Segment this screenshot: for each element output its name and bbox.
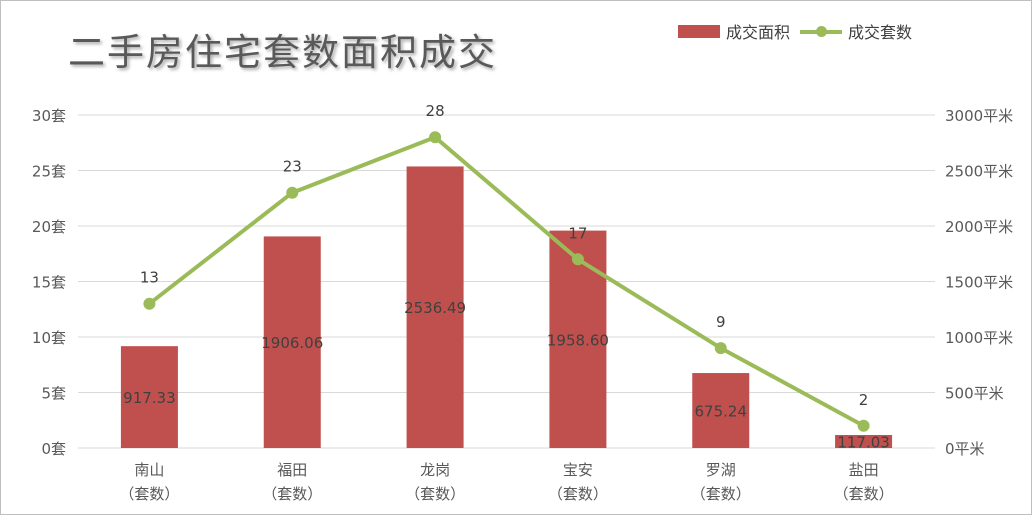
legend-item-area: 成交面积 — [678, 19, 790, 43]
x-tick-sublabel: （套数） — [548, 485, 608, 503]
y-right-tick-label: 0平米 — [945, 440, 985, 458]
bar — [263, 236, 321, 448]
x-tick-label: 龙岗 — [420, 461, 450, 479]
chart-title: 二手房住宅套数面积成交 — [68, 31, 497, 74]
y-left-tick-label: 30套 — [32, 107, 66, 125]
y-left-tick-label: 15套 — [32, 274, 66, 292]
legend-item-count: 成交套数 — [800, 19, 912, 43]
x-tick-sublabel: （套数） — [691, 485, 751, 503]
y-left-tick-label: 0套 — [41, 440, 66, 458]
y-right-tick-label: 2000平米 — [945, 218, 1013, 236]
legend-area-label: 成交面积 — [726, 23, 791, 42]
bar — [835, 435, 893, 448]
line-value-label: 2 — [859, 391, 869, 409]
line-point — [286, 186, 299, 199]
legend-line-swatch — [800, 25, 843, 38]
line-point — [429, 131, 442, 144]
x-tick-label: 罗湖 — [706, 461, 736, 479]
x-tick-sublabel: （套数） — [262, 485, 322, 503]
line-point — [857, 419, 870, 432]
x-tick-label: 宝安 — [563, 461, 593, 479]
bar — [120, 346, 178, 448]
bar — [549, 230, 607, 448]
legend: 成交面积 成交套数 — [678, 20, 922, 42]
y-left-tick-label: 25套 — [32, 163, 66, 181]
y-right-tick-label: 500平米 — [945, 385, 1004, 403]
y-left-tick-label: 5套 — [41, 385, 66, 403]
x-tick-sublabel: （套数） — [119, 485, 179, 503]
y-left-tick-label: 20套 — [32, 218, 66, 236]
y-right-tick-label: 1000平米 — [945, 329, 1013, 347]
line-value-label: 28 — [426, 102, 445, 120]
line-point — [143, 297, 156, 310]
x-tick-label: 盐田 — [849, 461, 879, 479]
line-point — [714, 342, 727, 355]
line-value-label: 23 — [283, 158, 302, 176]
x-tick-label: 福田 — [277, 461, 307, 479]
x-tick-sublabel: （套数） — [834, 485, 894, 503]
line-point — [571, 253, 584, 266]
y-right-tick-label: 1500平米 — [945, 274, 1013, 292]
bar-value-label: 1906.06 — [261, 334, 323, 352]
x-tick-sublabel: （套数） — [405, 485, 465, 503]
bar-value-label: 675.24 — [695, 403, 748, 421]
line-value-label: 9 — [716, 313, 726, 331]
bar — [406, 166, 464, 448]
y-right-tick-label: 3000平米 — [945, 107, 1013, 125]
line-value-label: 13 — [140, 269, 159, 287]
bar-value-label: 117.03 — [837, 434, 890, 452]
legend-bar-swatch — [678, 24, 720, 38]
line-value-label: 17 — [568, 224, 587, 242]
bar — [692, 373, 750, 448]
y-right-tick-label: 2500平米 — [945, 163, 1013, 181]
y-left-tick-label: 10套 — [32, 329, 66, 347]
series-line — [148, 135, 865, 428]
legend-count-label: 成交套数 — [848, 23, 913, 42]
bar-value-label: 1958.60 — [547, 331, 609, 349]
bar-value-label: 917.33 — [123, 389, 176, 407]
x-tick-label: 南山 — [134, 461, 164, 479]
bar-value-label: 2536.49 — [404, 299, 466, 317]
